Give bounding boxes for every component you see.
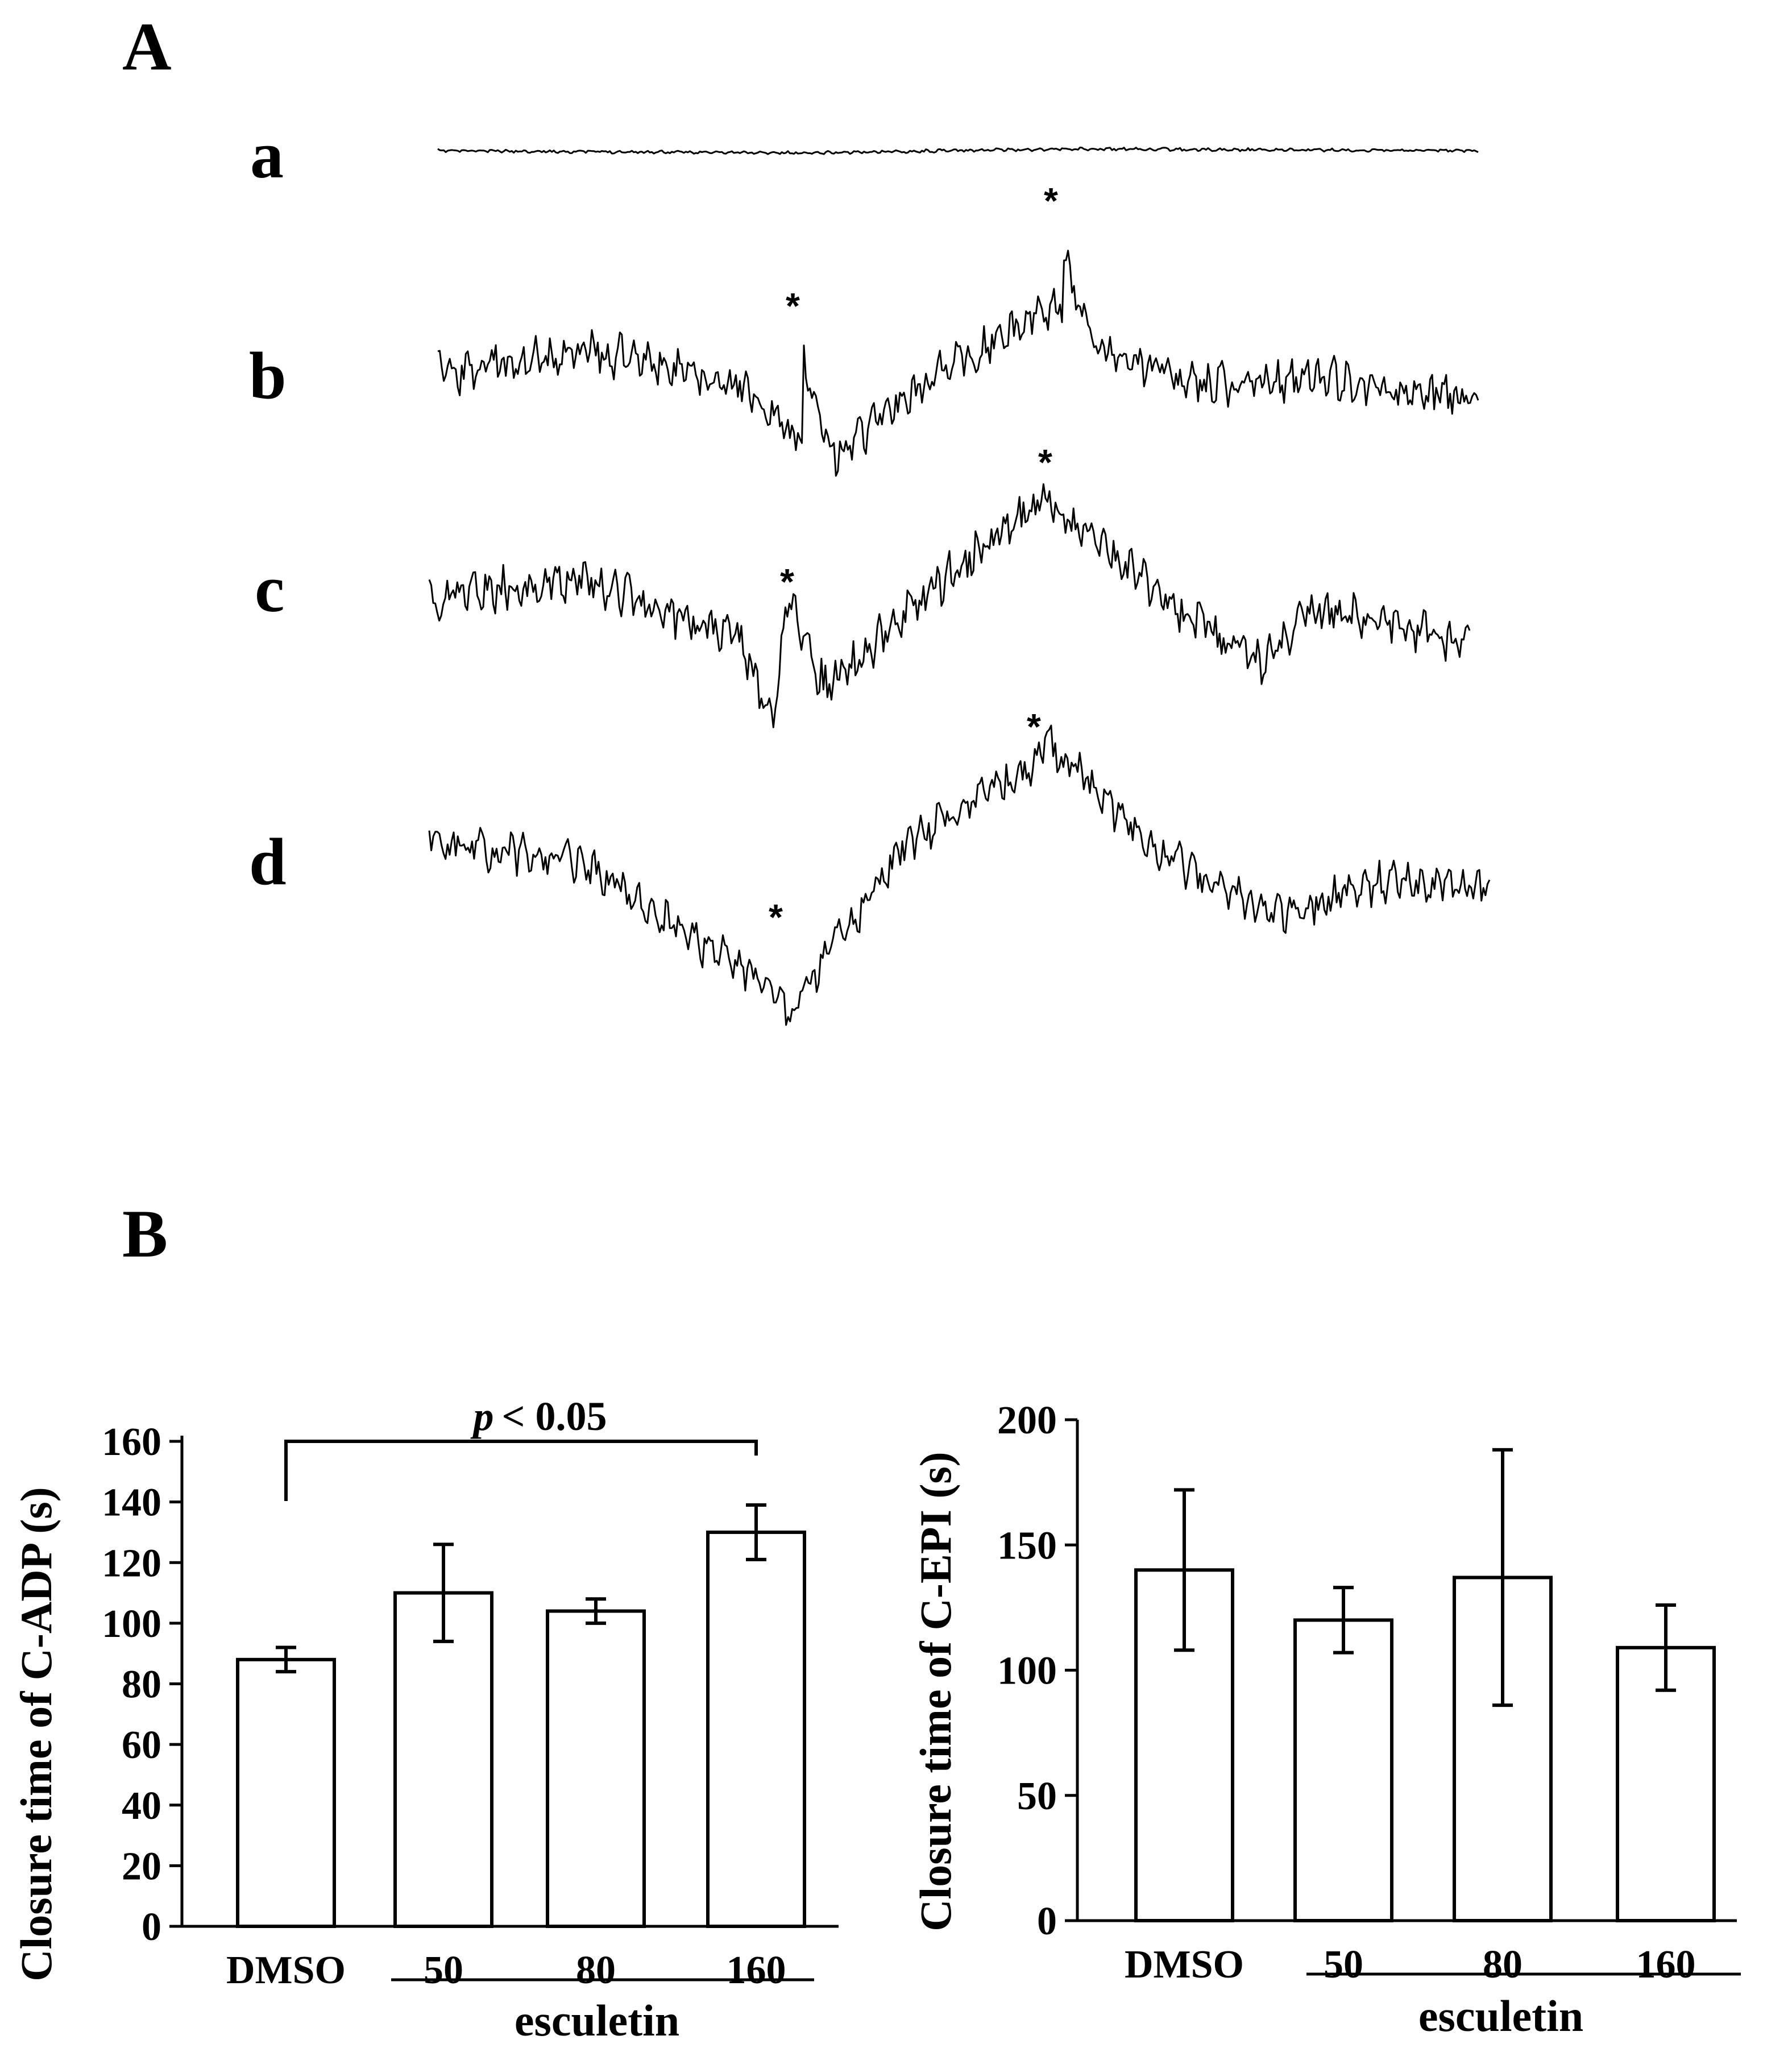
- chart-c-epi-category-label: 50: [1324, 1943, 1363, 1987]
- chart-c-epi-y-tick-label: 200: [997, 1399, 1057, 1442]
- chart-c-adp-group-label: esculetin: [515, 1996, 679, 2045]
- chart-c-adp-bar-dmso: [236, 1657, 336, 1929]
- chart-c-adp-y-tick-label: 60: [122, 1723, 161, 1767]
- chart-c-epi-category-label: 80: [1483, 1943, 1523, 1987]
- chart-c-adp-y-tick-label: 0: [142, 1905, 161, 1949]
- chart-c-adp-significance-label: p < 0.05: [470, 1394, 607, 1439]
- chart-c-adp-y-tick-label: 160: [102, 1420, 161, 1464]
- chart-c-adp-error-bar-160: [746, 1503, 766, 1561]
- panel-a-label: A: [122, 9, 172, 84]
- chart-c-adp-bar-80: [546, 1609, 646, 1929]
- chart-c-adp-significance-p: p: [470, 1394, 493, 1439]
- chart-c-epi-group-label: esculetin: [1418, 1991, 1583, 2041]
- chart-c-epi-y-tick-label: 150: [997, 1524, 1057, 1568]
- chart-c-adp: Closure time of C-ADP (s) 0 20 40 60 80 100 12…: [11, 1394, 839, 2045]
- trace-d-group: d * *: [249, 706, 1491, 1026]
- chart-c-adp-error-bar-80: [586, 1597, 606, 1625]
- chart-c-adp-error-bar-dmso: [276, 1645, 296, 1674]
- trace-b-group: b * *: [249, 180, 1479, 477]
- trace-d-peak-marker-2: *: [1027, 706, 1041, 747]
- trace-b-line: [437, 250, 1479, 477]
- chart-c-adp-bar-50: [393, 1591, 493, 1928]
- chart-c-epi-bar-160: [1616, 1645, 1716, 1922]
- trace-d-label: d: [249, 824, 287, 899]
- chart-c-epi-category-label: 160: [1636, 1943, 1696, 1987]
- chart-c-adp-error-bar-50: [433, 1543, 454, 1643]
- chart-c-epi-bar-50: [1293, 1618, 1393, 1922]
- trace-c-peak-marker-1: *: [780, 561, 794, 602]
- trace-c-line: [428, 483, 1471, 728]
- trace-b-peak-marker-1: *: [786, 285, 800, 326]
- trace-a-label: a: [250, 118, 284, 192]
- chart-c-adp-category-label: 50: [424, 1948, 463, 1992]
- chart-c-adp-category-label: DMSO: [226, 1948, 346, 1992]
- trace-d-line: [428, 724, 1491, 1026]
- chart-c-adp-significance-bracket: [284, 1440, 758, 1501]
- chart-c-epi-error-bar-50: [1333, 1586, 1354, 1655]
- trace-c-label: c: [255, 552, 284, 626]
- chart-c-adp-category-label: 80: [576, 1948, 616, 1992]
- trace-b-peak-marker-2: *: [1044, 180, 1058, 221]
- chart-c-epi-category-label: DMSO: [1125, 1943, 1244, 1987]
- chart-c-adp-bar-160: [706, 1530, 806, 1928]
- trace-a-line: [437, 146, 1479, 155]
- chart-c-adp-category-label: 160: [727, 1948, 786, 1992]
- panel-b-label: B: [122, 1196, 168, 1271]
- chart-c-adp-significance-value: < 0.05: [501, 1394, 607, 1439]
- trace-c-peak-marker-2: *: [1038, 442, 1052, 483]
- chart-c-epi: Closure time of C-EPI (s) 0 50 100 150 200 D…: [911, 1399, 1741, 2041]
- chart-c-epi-y-tick-label: 50: [1017, 1775, 1057, 1818]
- chart-c-epi-y-axis-title: Closure time of C-EPI (s): [911, 1452, 960, 1931]
- chart-c-epi-y-tick-label: 100: [997, 1649, 1057, 1693]
- chart-c-epi-error-bar-dmso: [1174, 1488, 1194, 1652]
- chart-c-epi-y-tick-label: 0: [1037, 1900, 1057, 1943]
- trace-b-label: b: [249, 338, 287, 413]
- trace-d-peak-marker-1: *: [769, 897, 783, 938]
- chart-c-adp-y-tick-label: 120: [102, 1541, 161, 1585]
- chart-c-adp-y-axis-title: Closure time of C-ADP (s): [11, 1487, 61, 1981]
- chart-c-epi-error-bar-80: [1492, 1448, 1513, 1707]
- chart-c-adp-y-tick-label: 80: [122, 1663, 161, 1707]
- chart-c-adp-y-tick-label: 140: [102, 1481, 161, 1525]
- chart-c-adp-y-tick-label: 100: [102, 1602, 161, 1646]
- trace-a-group: a: [250, 118, 1479, 192]
- chart-c-epi-error-bar-160: [1656, 1603, 1676, 1692]
- chart-c-adp-y-tick-label: 20: [122, 1844, 161, 1888]
- chart-c-adp-y-tick-label: 40: [122, 1784, 161, 1828]
- trace-c-group: c * *: [255, 442, 1471, 728]
